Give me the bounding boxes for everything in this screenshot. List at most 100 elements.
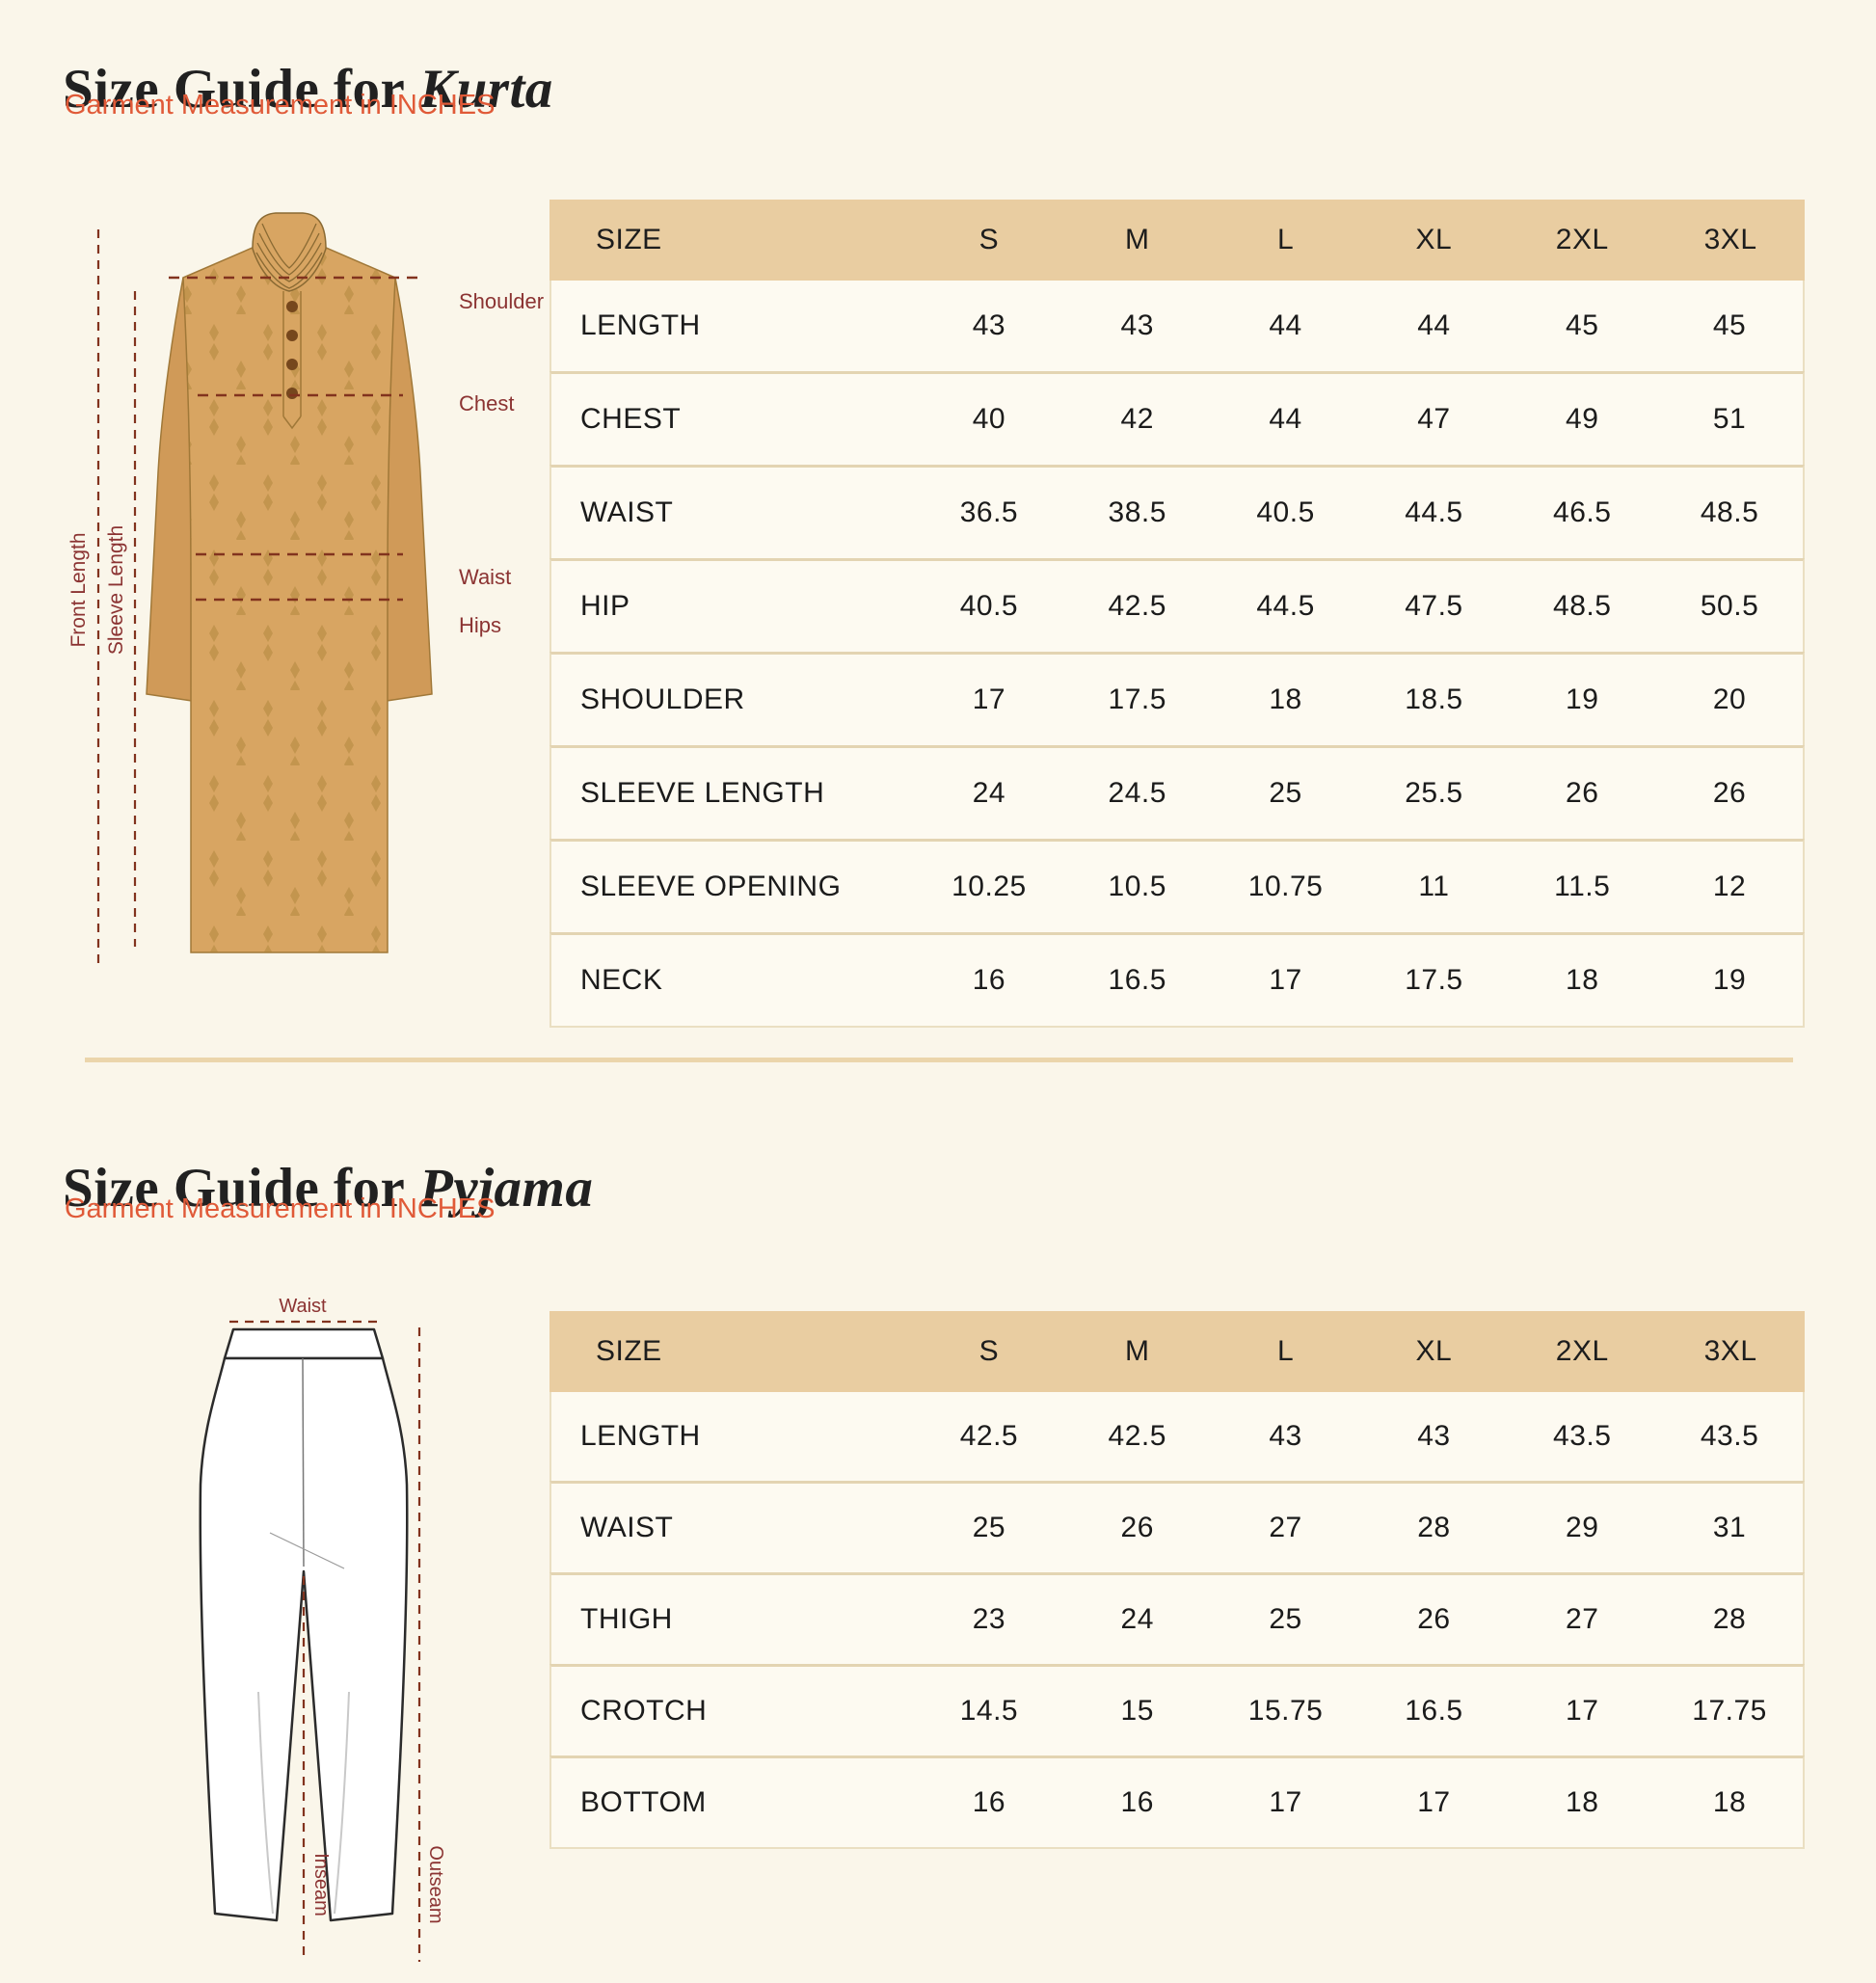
measurement-row: CHEST 40 42 44 47 49 51 (549, 371, 1805, 465)
measurement-value: 10.5 (1062, 839, 1212, 932)
size-column-header: SIZE (549, 200, 915, 281)
measurement-value: 24.5 (1062, 745, 1212, 839)
size-header-s: S (915, 1311, 1063, 1392)
measurement-value: 26 (1656, 745, 1805, 839)
pyjama-title-garment: Pyjama (419, 1158, 594, 1219)
measurement-value: 19 (1508, 652, 1657, 745)
measurement-value: 16 (1062, 1755, 1212, 1849)
pyjama-seams (257, 1357, 350, 1915)
measurement-label: SHOULDER (549, 652, 915, 745)
measurement-label: HIP (549, 558, 915, 652)
measurement-value: 36.5 (915, 465, 1063, 558)
pyjama-section-title: Size Guide for Pyjama (63, 1157, 593, 1219)
measurement-value: 28 (1656, 1572, 1805, 1664)
measurement-label: NECK (549, 932, 915, 1028)
pyjama-title-prefix: Size Guide for (63, 1158, 406, 1219)
measurement-value: 19 (1656, 932, 1805, 1028)
measurement-value: 24 (915, 745, 1063, 839)
measurement-label: WAIST (549, 465, 915, 558)
measurement-row: THIGH 23 24 25 26 27 28 (549, 1572, 1805, 1664)
measurement-value: 42.5 (1062, 1392, 1212, 1481)
measurement-row: BOTTOM 16 16 17 17 18 18 (549, 1755, 1805, 1849)
measurement-label: LENGTH (549, 1392, 915, 1481)
measurement-value: 10.75 (1211, 839, 1360, 932)
measurement-value: 44.5 (1211, 558, 1360, 652)
measurement-value: 16.5 (1062, 932, 1212, 1028)
right-crease-line (334, 1691, 350, 1915)
kurta-section-title: Size Guide for Kurta (63, 58, 553, 121)
measurement-value: 43.5 (1656, 1392, 1805, 1481)
measurement-value: 40.5 (1211, 465, 1360, 558)
measurement-value: 26 (1359, 1572, 1509, 1664)
inseam-label: Inseam (310, 1853, 332, 1916)
measurement-value: 18 (1211, 652, 1360, 745)
kurta-collar (252, 212, 327, 292)
measurement-value: 11 (1359, 839, 1509, 932)
measurement-label: THIGH (549, 1572, 915, 1664)
measurement-value: 45 (1656, 281, 1805, 371)
front-length-label: Front Length (67, 532, 90, 647)
kurta-garment (146, 212, 433, 953)
measurement-value: 29 (1508, 1481, 1657, 1572)
measurement-value: 26 (1062, 1481, 1212, 1572)
kurta-length-guides (96, 229, 137, 964)
measurement-value: 23 (915, 1572, 1063, 1664)
measurement-value: 28 (1359, 1481, 1509, 1572)
size-header-m: M (1062, 200, 1212, 281)
pyjama-section-subtitle: Garment Measurement in INCHES (65, 1193, 496, 1224)
measurement-value: 43 (1211, 1392, 1360, 1481)
size-header-xl: XL (1359, 1311, 1509, 1392)
measurement-row: SLEEVE OPENING 10.25 10.5 10.75 11 11.5 12 (549, 839, 1805, 932)
measurement-value: 18 (1656, 1755, 1805, 1849)
kurta-size-table: SIZE S M L XL 2XL 3XL LENGTH 43 43 44 44 45 45 CHEST 40… (549, 200, 1805, 1028)
measurement-label: WAIST (549, 1481, 915, 1572)
size-header-3xl: 3XL (1656, 200, 1805, 281)
measurement-value: 45 (1508, 281, 1657, 371)
size-header-xl: XL (1359, 200, 1509, 281)
measurement-value: 17 (1211, 932, 1360, 1028)
measurement-value: 44 (1359, 281, 1509, 371)
measurement-value: 49 (1508, 371, 1657, 465)
sleeve-length-label: Sleeve Length (105, 525, 127, 655)
measurement-row: SLEEVE LENGTH 24 24.5 25 25.5 26 26 (549, 745, 1805, 839)
measurement-value: 27 (1508, 1572, 1657, 1664)
measurement-value: 17.5 (1359, 932, 1509, 1028)
measurement-value: 31 (1656, 1481, 1805, 1572)
measurement-value: 15.75 (1211, 1664, 1360, 1755)
measurement-value: 43 (915, 281, 1063, 371)
kurta-illustration: Front Length Sleeve Length (67, 212, 544, 964)
measurement-value: 44.5 (1359, 465, 1509, 558)
measurement-value: 12 (1656, 839, 1805, 932)
measurement-value: 17 (1508, 1664, 1657, 1755)
measurement-value: 16.5 (1359, 1664, 1509, 1755)
measurement-value: 18 (1508, 932, 1657, 1028)
measurement-value: 16 (915, 932, 1063, 1028)
section-divider (85, 1058, 1793, 1062)
measurement-value: 40 (915, 371, 1063, 465)
measurement-label: SLEEVE OPENING (549, 839, 915, 932)
shoulder-label: Shoulder (459, 289, 544, 313)
measurement-value: 46.5 (1508, 465, 1657, 558)
measurement-value: 25.5 (1359, 745, 1509, 839)
crotch-guide-line (269, 1532, 345, 1569)
kurta-title-garment: Kurta (419, 59, 553, 121)
chest-label: Chest (459, 391, 514, 415)
size-header-l: L (1211, 1311, 1360, 1392)
size-header-s: S (915, 200, 1063, 281)
measurement-value: 16 (915, 1755, 1063, 1849)
measurement-value: 47.5 (1359, 558, 1509, 652)
size-column-header: SIZE (549, 1311, 915, 1392)
measurement-label: CROTCH (549, 1664, 915, 1755)
hips-label: Hips (459, 613, 501, 637)
size-header-l: L (1211, 200, 1360, 281)
front-seam-line (302, 1357, 305, 1568)
outseam-label: Outseam (425, 1845, 446, 1923)
kurta-placket (282, 291, 302, 430)
size-header-3xl: 3XL (1656, 1311, 1805, 1392)
measurement-value: 43.5 (1508, 1392, 1657, 1481)
measurement-value: 27 (1211, 1481, 1360, 1572)
measurement-value: 44 (1211, 281, 1360, 371)
kurta-title-prefix: Size Guide for (63, 59, 406, 121)
kurta-measure-lines (169, 276, 424, 602)
